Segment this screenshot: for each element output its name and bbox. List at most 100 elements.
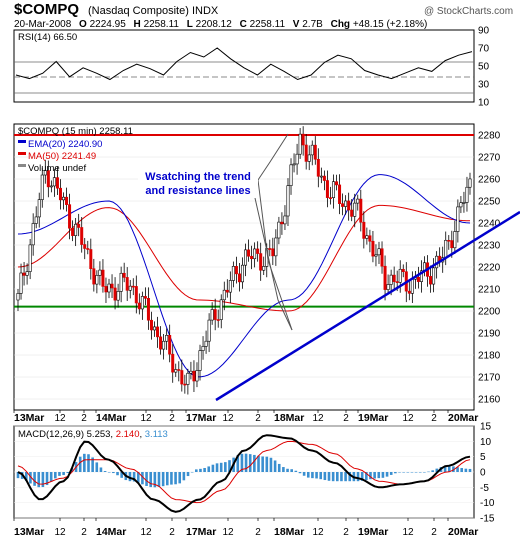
macd-histogram-bar bbox=[277, 463, 281, 472]
macd-histogram-bar bbox=[423, 472, 426, 473]
macd-histogram-bar bbox=[290, 469, 293, 472]
macd-histogram-bar bbox=[211, 464, 215, 472]
x-axis-label: 2 bbox=[169, 527, 175, 538]
macd-histogram-bar bbox=[302, 472, 306, 476]
candle bbox=[328, 197, 332, 199]
macd-histogram-bar bbox=[24, 472, 28, 481]
volume-legend: Volume undef bbox=[28, 163, 86, 174]
macd-histogram-bar bbox=[447, 465, 451, 472]
candle bbox=[186, 372, 190, 385]
price-tick-label: 2240 bbox=[478, 219, 501, 230]
annotation-arrow-2 bbox=[257, 179, 293, 331]
candle bbox=[149, 319, 153, 331]
macd-histogram-bar bbox=[240, 453, 244, 472]
macd-histogram-bar bbox=[418, 472, 422, 473]
x-axis-label: 17Mar bbox=[186, 412, 216, 424]
symbol-exchange: INDX bbox=[191, 5, 219, 17]
candle bbox=[228, 280, 232, 293]
macd-histogram-bar bbox=[161, 472, 165, 487]
candle bbox=[195, 370, 199, 382]
price-tick-label: 2180 bbox=[478, 351, 501, 362]
candle bbox=[304, 144, 308, 162]
candle bbox=[368, 235, 372, 242]
macd-histogram-bar bbox=[41, 472, 45, 488]
x-axis-label: 12 bbox=[402, 413, 414, 424]
candles bbox=[16, 126, 472, 395]
candle bbox=[62, 196, 66, 201]
candle bbox=[338, 184, 342, 204]
macd-histogram-bar bbox=[315, 472, 318, 479]
candle bbox=[225, 289, 229, 293]
x-axis-label: 14Mar bbox=[96, 412, 126, 424]
ema-legend: EMA(20) 2240.90 bbox=[28, 139, 102, 150]
macd-histogram-bar bbox=[186, 472, 190, 477]
macd-histogram-bar bbox=[116, 472, 119, 476]
low-value: 2208.12 bbox=[195, 19, 232, 30]
macd-histogram-bar bbox=[348, 472, 352, 482]
macd-histogram-bar bbox=[112, 472, 115, 474]
macd-histogram-bar bbox=[29, 472, 32, 484]
macd-histogram-bar bbox=[402, 472, 405, 473]
candle bbox=[116, 291, 120, 301]
candle bbox=[310, 144, 314, 156]
candle bbox=[58, 187, 62, 201]
x-axis-label: 2 bbox=[169, 413, 175, 424]
macd-histogram-bar bbox=[427, 471, 430, 473]
candle bbox=[253, 248, 257, 260]
price-tick-label: 2160 bbox=[478, 395, 501, 406]
macd-histogram-bar bbox=[452, 466, 455, 472]
candle bbox=[389, 274, 393, 285]
macd-histogram-bar bbox=[178, 472, 182, 484]
candle bbox=[353, 202, 357, 217]
x-axis-label: 2 bbox=[343, 527, 349, 538]
change-value: +48.15 (+2.18%) bbox=[352, 19, 428, 30]
candle bbox=[122, 272, 126, 278]
candle bbox=[71, 227, 75, 236]
candle bbox=[268, 248, 272, 250]
x-axis-label: 12 bbox=[140, 527, 152, 538]
candle bbox=[77, 223, 81, 228]
high-value: 2258.11 bbox=[143, 19, 179, 30]
candle bbox=[140, 296, 144, 310]
candle bbox=[86, 248, 90, 250]
candle bbox=[383, 265, 387, 290]
candle bbox=[201, 346, 205, 351]
volume-legend-swatch bbox=[18, 164, 26, 167]
price-title: $COMPQ (15 min) 2258.11 bbox=[18, 126, 133, 137]
candle bbox=[347, 200, 351, 211]
macd-histogram-bar bbox=[344, 472, 347, 482]
stockcharts-logo: @ StockCharts.com bbox=[424, 6, 514, 17]
price-tick-label: 2200 bbox=[478, 307, 501, 318]
candle bbox=[289, 164, 293, 186]
macd-histogram-bar bbox=[311, 472, 314, 479]
candle bbox=[92, 268, 96, 285]
candle bbox=[49, 185, 53, 188]
macd-histogram-bar bbox=[468, 468, 472, 472]
rsi-panel: RSI(14) 66.50 90 70 50 30 10 bbox=[13, 26, 490, 109]
candle bbox=[28, 244, 32, 272]
candle bbox=[165, 335, 169, 342]
x-axis-bottom: 13Mar 12 2 14Mar 12 2 17Mar 12 2 18Mar 12 2 19Mar 12 2… bbox=[13, 518, 478, 538]
macd-histogram-bar bbox=[365, 472, 368, 481]
macd-histogram-bar bbox=[107, 472, 111, 473]
x-axis-label: 2 bbox=[81, 527, 87, 538]
candle bbox=[459, 202, 463, 208]
candle bbox=[432, 267, 436, 285]
open-label: O bbox=[79, 19, 87, 30]
macd-histogram-bar bbox=[360, 472, 364, 481]
macd-histogram-bar bbox=[298, 472, 302, 474]
macd-histogram-bar bbox=[294, 470, 298, 472]
macd-histogram-bar bbox=[145, 472, 148, 486]
candle bbox=[231, 266, 235, 281]
x-axis-label: 13Mar bbox=[14, 412, 44, 424]
candle bbox=[359, 198, 363, 223]
rsi-frame bbox=[13, 29, 475, 103]
macd-histogram-bar bbox=[369, 472, 372, 480]
candle bbox=[156, 326, 160, 338]
candle bbox=[286, 185, 290, 217]
macd-histogram-bar bbox=[336, 472, 339, 482]
macd-histogram-bar bbox=[49, 472, 53, 482]
candle bbox=[210, 309, 214, 321]
x-axis-top: 13Mar 12 2 14Mar 12 2 17Mar 12 2 18Mar 12 2 19Mar 12 2… bbox=[13, 410, 478, 424]
macd-histogram-bar bbox=[141, 472, 144, 485]
